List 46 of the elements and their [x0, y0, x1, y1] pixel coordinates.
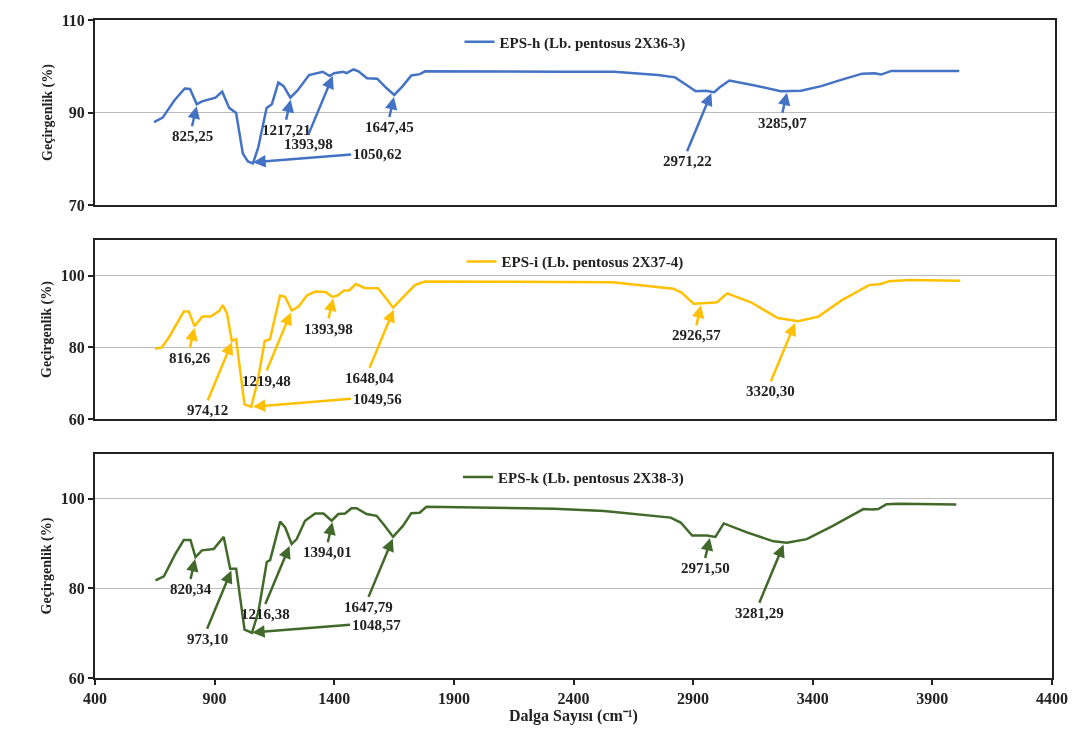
x-tick-label: 2900: [677, 690, 710, 708]
annotation: 1048,57: [352, 617, 402, 633]
x-tick-label: 400: [83, 690, 107, 708]
annotation: 1647,45: [365, 119, 414, 135]
x-tick-label: 1900: [437, 690, 470, 708]
y-tick-label: 60: [68, 669, 85, 687]
annotation: 973,10: [187, 631, 229, 647]
legend-label: EPS-h (Lb. pentosus 2X36-3): [499, 34, 686, 52]
y-tick-label: 70: [68, 196, 85, 214]
y-tick-label: 60: [68, 410, 85, 428]
annotation: 3285,07: [758, 115, 808, 131]
annotation: 1394,01: [303, 544, 352, 560]
annotation: 2971,50: [681, 560, 730, 576]
annotation: 2971,22: [663, 153, 712, 169]
annotation: 3320,30: [746, 383, 795, 399]
legend-label: EPS-i (Lb. pentosus 2X37-4): [501, 254, 684, 272]
x-tick-label: 2400: [557, 690, 590, 708]
annotation: 2926,57: [672, 327, 722, 343]
x-tick-label: 1400: [318, 690, 351, 708]
x-tick-label: 900: [202, 690, 227, 708]
y-axis-title: Geçirgenlik (%): [39, 63, 56, 161]
annotation: 825,25: [172, 128, 214, 144]
annotation: 1393,98: [284, 136, 333, 152]
annotation: 816,26: [169, 350, 211, 366]
y-axis-title: Geçirgenlik (%): [38, 517, 55, 615]
annotation: 1050,62: [353, 146, 402, 162]
x-tick-label: 3900: [916, 690, 949, 708]
annotation: 820,34: [170, 581, 212, 597]
annotation: 1049,56: [353, 391, 403, 407]
annotation: 1393,98: [304, 321, 353, 337]
y-tick-label: 100: [60, 490, 85, 508]
y-tick-label: 90: [68, 104, 85, 122]
annotation: 1647,79: [344, 599, 393, 615]
annotation: 974,12: [187, 402, 229, 418]
y-axis-title: Geçirgenlik (%): [38, 280, 55, 378]
annotation: 1648,04: [345, 370, 395, 386]
x-tick-label: 3400: [796, 690, 829, 708]
y-tick-label: 100: [60, 267, 85, 285]
y-tick-label: 110: [61, 11, 85, 29]
y-tick-label: 80: [68, 580, 85, 597]
x-tick-label: 4400: [1036, 690, 1068, 708]
annotation: 1217,21: [262, 122, 311, 138]
y-tick-label: 80: [68, 339, 85, 356]
legend-label: EPS-k (Lb. pentosus 2X38-3): [498, 469, 684, 487]
x-axis-title: Dalga Sayısı (cm⁻¹): [509, 707, 638, 726]
annotation: 3281,29: [735, 605, 784, 621]
